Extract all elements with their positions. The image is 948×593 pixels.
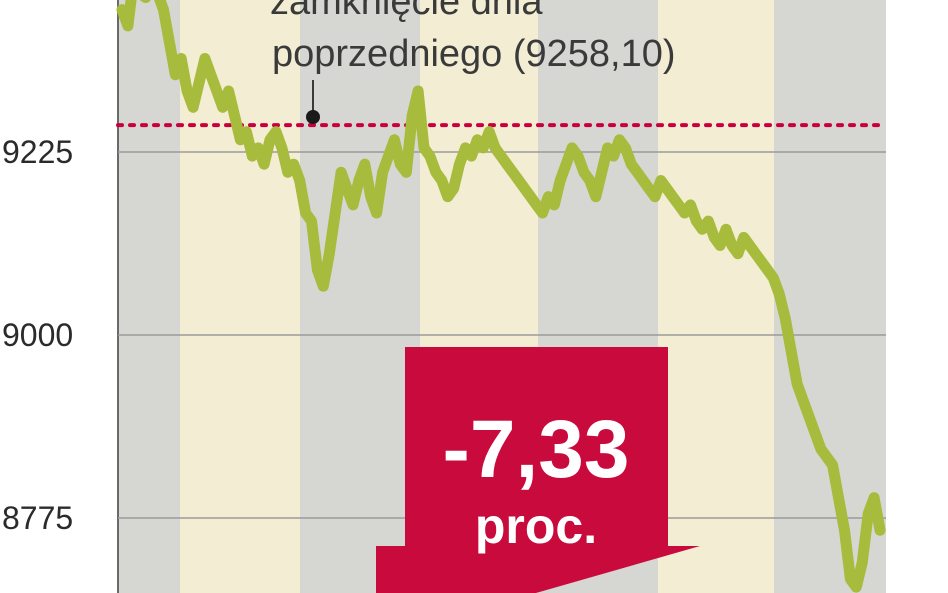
annotation-dot [306,110,320,124]
index-series-line [116,0,886,593]
band-1 [118,0,180,593]
down-arrow-icon [376,347,700,593]
annotation-line-2: poprzedniego (9258,10) [272,33,676,75]
change-unit: proc. [475,498,597,554]
annotation-line-1: zamknięcie dnia [270,0,543,23]
y-tick-label: 9000 [2,317,73,353]
previous-close-annotation: zamknięcie dnia poprzedniego (9258,10) [270,0,676,124]
change-value: -7,33 [443,404,630,495]
band-7 [774,0,886,593]
band-3 [300,0,420,593]
change-badge: -7,33 proc. [376,347,700,593]
y-tick-label: 9225 [2,134,73,170]
y-tick-label: 8775 [2,500,73,536]
y-tick-labels: 9225 9000 8775 [2,134,73,536]
band-6 [658,0,774,593]
